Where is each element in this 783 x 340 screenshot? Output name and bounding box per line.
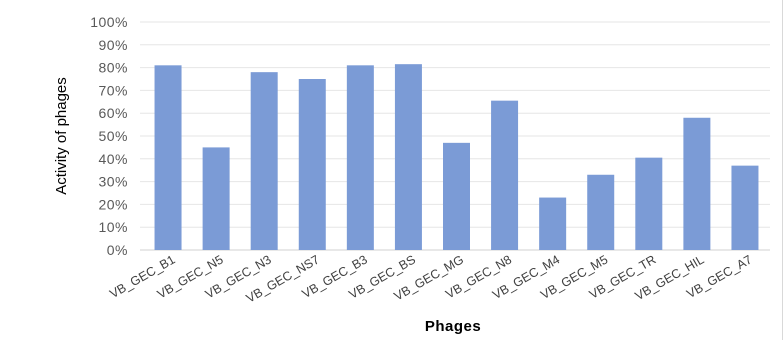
y-axis-ticks: 0% 10% 20% 30% 40% 50% 60% 70% 80% 90% 100% [90,14,128,258]
bar-vb-gec-ns7 [298,79,326,250]
bar-vb-gec-n8 [491,100,519,250]
bar-vb-gec-b1 [154,65,182,250]
y-tick-label: 20% [98,196,128,212]
x-axis-label: Phages [425,318,481,335]
bar-vb-gec-tr [635,157,663,250]
y-axis-label: Activity of phages [53,77,70,195]
y-tick-label: 100% [90,14,128,30]
y-tick-label: 90% [98,37,128,53]
y-tick-label: 40% [98,151,128,167]
y-tick-label: 80% [98,60,128,76]
y-tick-label: 70% [98,82,128,98]
bar-vb-gec-m5 [587,174,615,250]
bars [154,64,759,251]
y-tick-label: 50% [98,128,128,144]
bar-vb-gec-n5 [202,147,230,250]
bar-vb-gec-hil [683,117,711,250]
bar-vb-gec-b3 [346,65,374,250]
bar-vb-gec-n3 [250,72,278,250]
bar-vb-gec-a7 [731,165,759,250]
bar-vb-gec-m4 [539,197,567,250]
bar-vb-gec-bs [394,64,422,251]
y-tick-label: 10% [98,219,128,235]
bar-vb-gec-mg [443,142,470,250]
y-tick-label: 60% [98,105,128,121]
x-axis-ticks: VB_GEC_B1VB_GEC_N5VB_GEC_N3VB_GEC_NS7VB_… [107,252,754,305]
y-tick-label: 30% [98,174,128,190]
y-tick-label: 0% [107,242,128,258]
